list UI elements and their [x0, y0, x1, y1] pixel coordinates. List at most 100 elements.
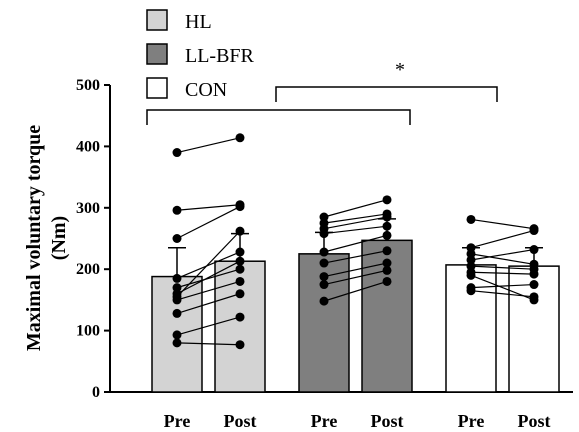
data-points	[172, 133, 539, 350]
pair-line-HL-0	[176, 137, 241, 154]
bar-CON-Pre	[445, 264, 497, 393]
pair-line-CON-2	[470, 253, 535, 265]
pair-line-HL-5	[176, 260, 241, 295]
paired-lines	[176, 137, 535, 346]
pair-line-HL-7	[176, 280, 241, 301]
point-CON-Post-1	[529, 226, 539, 236]
x-label-LL-BFR-Pre: Pre	[311, 411, 338, 431]
point-HL-Post-9	[235, 312, 245, 322]
point-HL-Pre-7	[172, 295, 182, 305]
point-HL-Post-4	[235, 264, 245, 274]
x-label-CON-Post: Post	[518, 411, 551, 431]
pair-line-CON-7	[470, 283, 535, 289]
point-HL-Post-3	[235, 247, 245, 257]
point-LL-BFR-Pre-6	[319, 272, 329, 282]
point-LL-BFR-Post-2	[382, 212, 392, 222]
pair-line-CON-3	[470, 248, 535, 261]
point-HL-Post-0	[235, 133, 245, 143]
pair-line-LL-BFR-0	[323, 199, 388, 218]
pair-line-HL-6	[176, 230, 241, 298]
point-LL-BFR-Post-5	[382, 246, 392, 256]
legend: HL LL-BFR CON	[146, 9, 255, 101]
point-CON-Pre-6	[466, 270, 476, 280]
point-CON-Pre-0	[466, 214, 476, 224]
significance-star: *	[395, 59, 405, 81]
y-tick-label-400: 400	[76, 138, 100, 155]
pair-line-CON-4	[470, 265, 535, 270]
y-tick-label-500: 500	[76, 77, 100, 94]
pair-line-HL-4	[176, 268, 241, 289]
point-CON-Pre-8	[466, 286, 476, 296]
point-CON-Post-8	[529, 292, 539, 302]
point-CON-Post-5	[529, 269, 539, 279]
point-LL-BFR-Pre-3	[319, 229, 329, 239]
x-label-HL-Post: Post	[224, 411, 257, 431]
y-axis-unit: (Nm)	[48, 216, 70, 260]
point-LL-BFR-Pre-4	[319, 247, 329, 257]
point-CON-Post-7	[529, 280, 539, 290]
point-HL-Pre-9	[172, 330, 182, 340]
legend-label-LL-BFR: LL-BFR	[185, 45, 255, 67]
pair-line-CON-8	[470, 290, 535, 298]
legend-swatch-LL-BFR	[146, 43, 168, 65]
legend-swatch-CON	[146, 77, 168, 99]
x-label-LL-BFR-Post: Post	[371, 411, 404, 431]
y-tick-label-200: 200	[76, 261, 100, 278]
legend-swatch-HL	[146, 9, 168, 31]
pair-line-LL-BFR-1	[323, 213, 388, 224]
bracket-hl-llbfr	[146, 109, 411, 125]
point-HL-Post-2	[235, 202, 245, 212]
pair-line-CON-5	[470, 271, 535, 275]
point-LL-BFR-Pre-7	[319, 280, 329, 290]
pair-line-LL-BFR-8	[323, 280, 388, 302]
point-HL-Pre-8	[172, 308, 182, 318]
x-axis-labels: Pre Post Pre Post Pre Post	[164, 411, 551, 431]
y-axis-title: Maximal voluntary torque	[23, 125, 45, 351]
pair-line-LL-BFR-6	[323, 262, 388, 278]
pair-line-CON-0	[470, 218, 535, 230]
point-LL-BFR-Post-8	[382, 276, 392, 286]
point-HL-Pre-1	[172, 205, 182, 215]
point-LL-BFR-Post-0	[382, 195, 392, 205]
point-LL-BFR-Post-3	[382, 221, 392, 231]
annotations: *	[146, 59, 498, 125]
pair-line-HL-8	[176, 293, 241, 314]
point-HL-Post-8	[235, 289, 245, 299]
point-HL-Post-10	[235, 340, 245, 350]
pair-line-HL-2	[176, 206, 241, 240]
point-HL-Post-6	[235, 226, 245, 236]
point-LL-BFR-Post-7	[382, 265, 392, 275]
pair-line-HL-9	[176, 316, 241, 336]
legend-label-HL: HL	[185, 11, 212, 33]
point-HL-Post-7	[235, 276, 245, 286]
y-tick-label-300: 300	[76, 200, 100, 217]
pair-line-LL-BFR-2	[323, 216, 388, 230]
point-CON-Post-3	[529, 245, 539, 255]
point-LL-BFR-Post-4	[382, 230, 392, 240]
pair-line-HL-3	[176, 251, 241, 279]
pair-line-CON-1	[470, 229, 535, 249]
point-LL-BFR-Pre-8	[319, 296, 329, 306]
point-HL-Pre-0	[172, 148, 182, 158]
point-HL-Post-5	[235, 256, 245, 266]
bracket-significance	[275, 86, 498, 102]
y-tick-label-0: 0	[92, 384, 100, 401]
pair-line-HL-10	[176, 342, 241, 346]
x-label-CON-Pre: Pre	[458, 411, 485, 431]
legend-label-CON: CON	[185, 79, 227, 101]
pair-line-HL-1	[176, 204, 241, 211]
point-HL-Pre-3	[172, 273, 182, 283]
pair-line-LL-BFR-5	[323, 250, 388, 264]
pair-line-LL-BFR-7	[323, 269, 388, 286]
point-LL-BFR-Post-6	[382, 258, 392, 268]
pair-line-LL-BFR-4	[323, 234, 388, 253]
point-HL-Pre-10	[172, 338, 182, 348]
point-LL-BFR-Pre-5	[319, 258, 329, 268]
pair-line-LL-BFR-3	[323, 225, 388, 235]
x-label-HL-Pre: Pre	[164, 411, 191, 431]
bars	[151, 239, 560, 393]
bar-LL-BFR-Post	[361, 239, 413, 393]
y-tick-label-100: 100	[76, 323, 100, 340]
point-HL-Pre-2	[172, 234, 182, 243]
